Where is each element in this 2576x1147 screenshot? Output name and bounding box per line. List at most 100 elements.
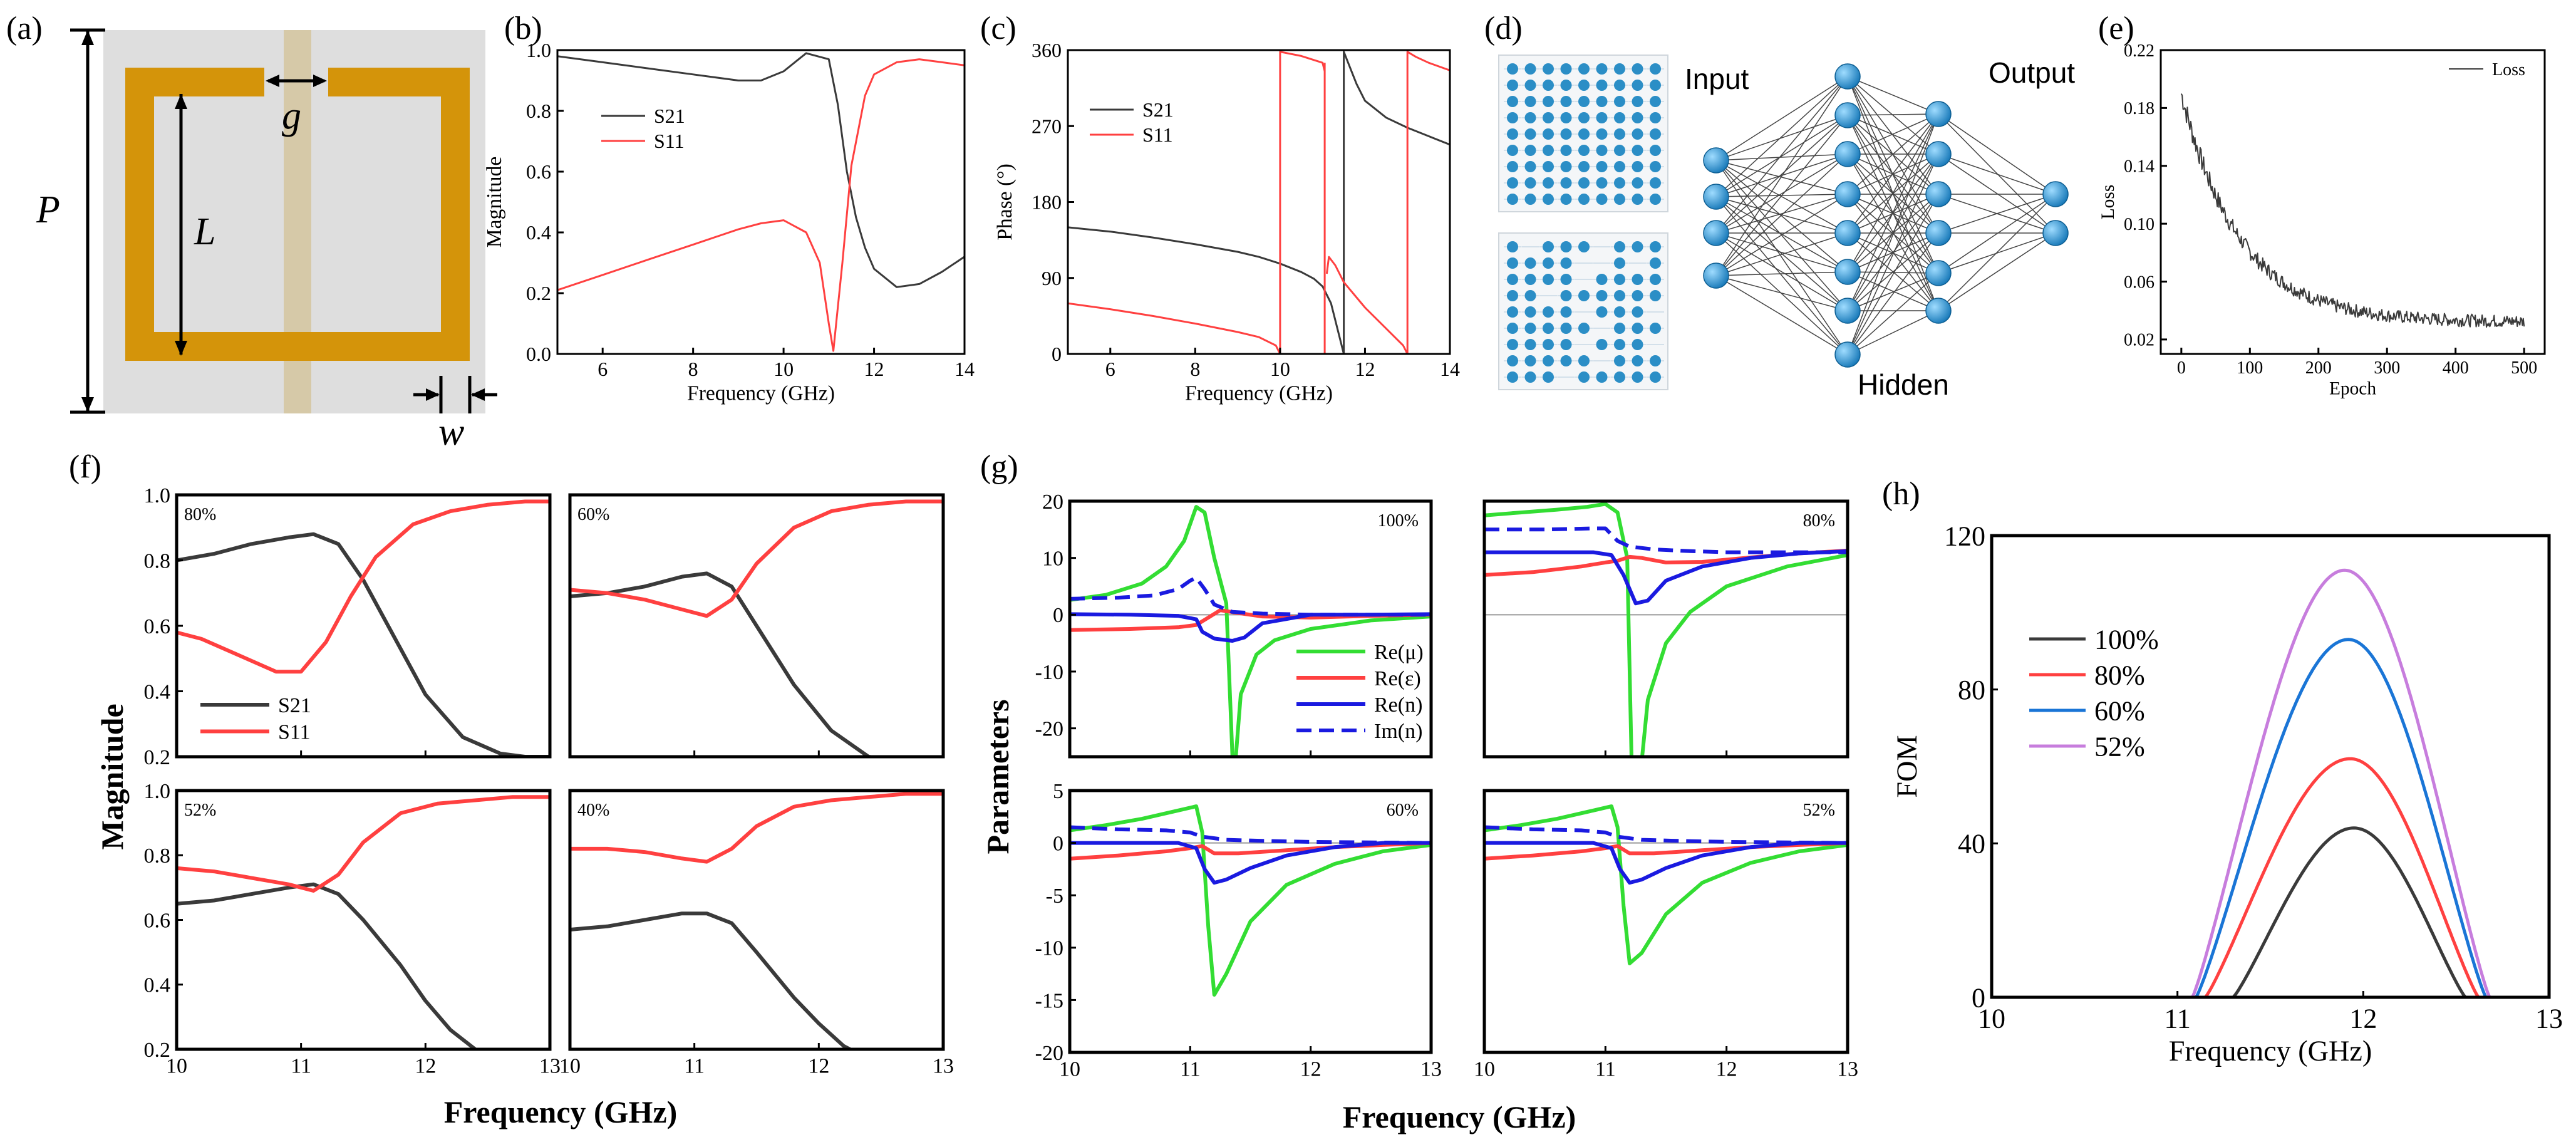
legend-label: Re(n) (1374, 693, 1422, 717)
nn-node (2042, 181, 2069, 207)
panel-g-label: (g) (980, 449, 1018, 485)
panel-f-label: (f) (69, 449, 101, 485)
x-tick-label: 12 (415, 1054, 436, 1077)
nn-edge (1847, 113, 1939, 116)
g-label: g (282, 95, 301, 137)
nn-edge (1715, 76, 1848, 276)
nn-edge (1715, 115, 1848, 276)
lattice-node (1578, 355, 1590, 366)
x-tick-label: 300 (2374, 358, 2400, 378)
lattice-node (1560, 274, 1572, 285)
lattice-node (1632, 290, 1643, 301)
lattice-node (1543, 257, 1554, 269)
nn-edge (1715, 160, 1848, 234)
lattice-node (1524, 339, 1536, 350)
lattice-node (1614, 194, 1625, 205)
nn-edge (1847, 76, 1939, 115)
axes-frame-g2 (1482, 499, 1849, 759)
lattice-node (1578, 290, 1590, 301)
series-Loss-line (2180, 93, 2525, 328)
nn-edge (1938, 153, 2056, 234)
nn-edge (1847, 271, 1939, 274)
lattice-node (1614, 323, 1625, 334)
lattice-node (1507, 112, 1518, 123)
lattice-node (1507, 80, 1518, 91)
nn-edge (1715, 76, 1848, 161)
x-tick-label: 8 (688, 358, 698, 380)
legend-label: 100% (2094, 624, 2159, 655)
series-S11-line (1279, 51, 1326, 354)
lattice-bottom (1498, 232, 1668, 390)
lattice-node (1543, 323, 1554, 334)
lattice-node (1614, 306, 1625, 318)
y-tick-label: 0.10 (2124, 215, 2154, 234)
nn-edge (1847, 113, 1939, 272)
y-tick-label: 0.4 (526, 221, 551, 244)
lattice-node (1543, 274, 1554, 285)
lattice-node (1560, 80, 1572, 91)
lattice-node (1578, 194, 1590, 205)
x-tick-label: 6 (597, 358, 608, 380)
y-tick-label: -10 (1035, 661, 1063, 684)
nn-node (1925, 298, 1952, 324)
series-Ren-line (1484, 841, 1848, 885)
x-axis-label: Frequency (GHz) (687, 382, 835, 405)
lattice-node (1614, 257, 1625, 269)
lattice-node (1632, 274, 1643, 285)
lattice-node (1650, 355, 1661, 366)
nn-node (1834, 141, 1861, 167)
y-tick-label: 90 (1042, 267, 1062, 289)
lattice-node (1596, 161, 1608, 172)
w-label: w (438, 411, 464, 454)
lattice-node (1614, 112, 1625, 123)
percentage-tag: 52% (1803, 801, 1835, 820)
g-ylabel: Parameters (980, 699, 1015, 854)
series-80%-line (1992, 757, 2549, 997)
lattice-node (1543, 96, 1554, 107)
y-tick-label: 0.4 (144, 974, 171, 997)
nn-edge (1938, 194, 2056, 311)
nn-edge (1847, 153, 1939, 355)
legend-label: S21 (1142, 98, 1174, 121)
x-tick-label: 11 (1180, 1057, 1201, 1081)
lattice-node (1578, 241, 1590, 252)
chart-h: 10 11 12 13 0 40 80 120 Frequency (GHz) FOM 100% 80… (1891, 521, 2563, 1067)
x-tick-label: 10 (166, 1054, 187, 1077)
x-tick-label: 11 (291, 1054, 311, 1077)
series-Re-line (1070, 608, 1431, 632)
series-S11-line (177, 499, 550, 674)
nn-edge (1847, 113, 1939, 195)
lattice-node (1614, 96, 1625, 107)
legend-e: Loss (2449, 60, 2525, 80)
lattice-node (1596, 194, 1608, 205)
lattice-node (1596, 145, 1608, 156)
nn-edge (1715, 275, 1848, 355)
lattice-node (1524, 371, 1536, 383)
y-tick-label: -10 (1035, 937, 1063, 960)
lattice-node (1524, 80, 1536, 91)
lattice-node (1632, 177, 1643, 189)
lattice-node (1524, 257, 1536, 269)
lattice-node (1650, 290, 1661, 301)
chart-b: 6 8 10 12 14 0.0 0.2 0.4 0.6 0.8 1.0 Frequency (GHz… (483, 39, 975, 405)
nn-edge (1847, 113, 1939, 234)
lattice-node (1507, 355, 1518, 366)
lattice-node (1578, 371, 1590, 383)
lattice-node (1543, 63, 1554, 75)
lattice-node (1632, 96, 1643, 107)
lattice-node (1560, 96, 1572, 107)
nn-node (1834, 220, 1861, 246)
y-tick-label: 0.18 (2124, 99, 2154, 118)
nn-node (1925, 101, 1952, 127)
y-tick-label: 1.0 (144, 780, 171, 803)
lattice-node (1524, 355, 1536, 366)
output-label: Output (1989, 56, 2075, 89)
nn-edge (1938, 153, 2056, 195)
lattice-node (1614, 339, 1625, 350)
lattice-node (1614, 80, 1625, 91)
lattice-node (1560, 306, 1572, 318)
series-S21-line (177, 882, 481, 1049)
